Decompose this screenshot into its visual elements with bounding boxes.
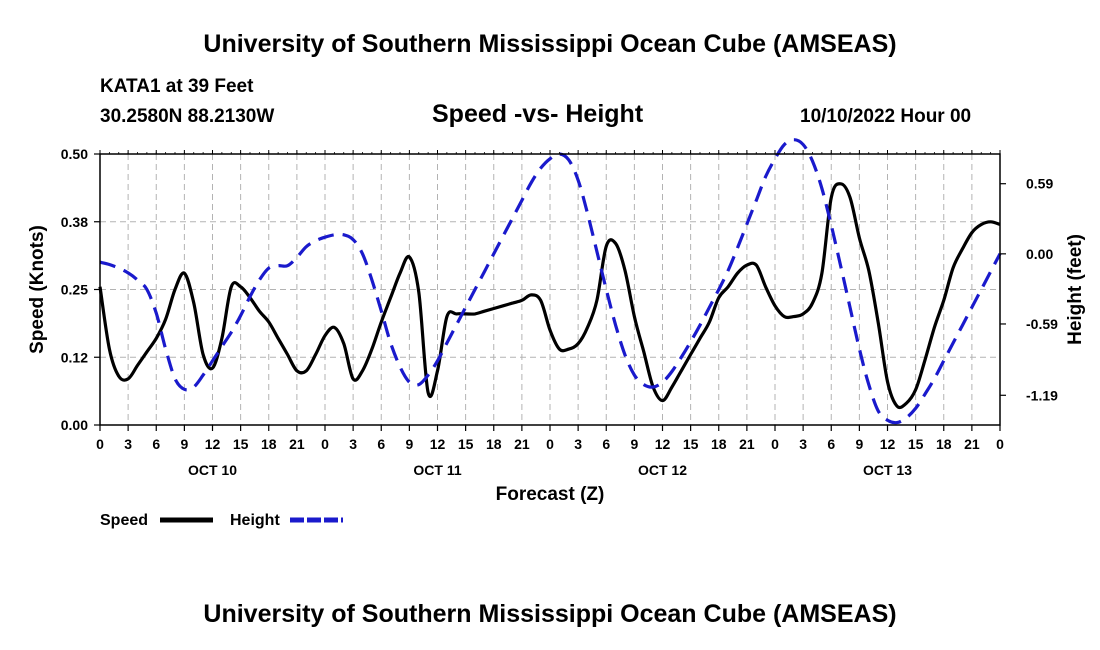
legend-label-speed: Speed [100, 512, 148, 529]
y-tick-label: 0.00 [61, 417, 88, 433]
x-tick-label: 0 [771, 436, 779, 452]
chart-grid [100, 154, 1000, 425]
y2-axis-title: Height (feet) [1065, 234, 1086, 345]
x-tick-label: 12 [205, 436, 221, 452]
x-tick-label: 9 [630, 436, 638, 452]
x-tick-label: 9 [855, 436, 863, 452]
y-tick-label: 0.12 [61, 349, 88, 365]
x-tick-label: 18 [711, 436, 727, 452]
series-layer [98, 138, 1002, 425]
legend: Speed Height [100, 512, 343, 529]
chart-subtitle: Speed -vs- Height [432, 100, 644, 128]
x-tick-label: 18 [486, 436, 502, 452]
x-tick-label: 18 [936, 436, 952, 452]
day-label: OCT 10 [188, 462, 237, 478]
x-tick-label: 6 [827, 436, 835, 452]
day-label: OCT 11 [413, 462, 461, 478]
forecast-datetime: 10/10/2022 Hour 00 [800, 106, 972, 127]
x-tick-label: 9 [405, 436, 413, 452]
x-tick-label: 12 [880, 436, 896, 452]
x-tick-label: 21 [964, 436, 980, 452]
coordinates-label: 30.2580N 88.2130W [100, 106, 275, 127]
x-tick-label: 15 [683, 436, 699, 452]
x-tick-label: 0 [96, 436, 104, 452]
x-tick-label: 6 [602, 436, 610, 452]
x-tick-label: 21 [289, 436, 305, 452]
legend-label-height: Height [230, 512, 280, 529]
x-tick-label: 12 [655, 436, 671, 452]
x-axis-title: Forecast (Z) [496, 484, 605, 505]
axes-layer: 0 3 6 9 12 15 18 21 0 3 6 9 12 15 18 21 0 3 6 9 12 15 18 21 0 3 6 9… [61, 146, 1058, 478]
day-label: OCT 12 [638, 462, 687, 478]
x-tick-label: 3 [349, 436, 357, 452]
x-tick-label: 6 [377, 436, 385, 452]
x-tick-label: 18 [261, 436, 277, 452]
x-tick-label: 15 [233, 436, 249, 452]
x-tick-label: 0 [996, 436, 1004, 452]
x-tick-label: 3 [124, 436, 132, 452]
y-axis-title: Speed (Knots) [27, 225, 48, 354]
footer-title: University of Southern Mississippi Ocean… [203, 600, 897, 628]
series-line-height [99, 138, 1002, 425]
x-tick-label: 0 [321, 436, 329, 452]
x-tick-label: 21 [514, 436, 530, 452]
y-tick-label: 0.50 [61, 146, 88, 162]
x-tick-label: 12 [430, 436, 446, 452]
station-label: KATA1 at 39 Feet [100, 76, 254, 97]
y2-tick-label: -0.59 [1026, 316, 1058, 332]
y-tick-label: 0.25 [61, 282, 88, 298]
x-tick-label: 15 [908, 436, 924, 452]
x-tick-label: 3 [574, 436, 582, 452]
y-tick-label: 0.38 [61, 214, 88, 230]
x-tick-label: 3 [799, 436, 807, 452]
y2-tick-label: 0.59 [1026, 176, 1053, 192]
x-tick-label: 6 [152, 436, 160, 452]
chart-main-title: University of Southern Mississippi Ocean… [203, 30, 897, 58]
x-tick-label: 0 [546, 436, 554, 452]
x-tick-label: 15 [458, 436, 474, 452]
x-tick-label: 21 [739, 436, 755, 452]
day-label: OCT 13 [863, 462, 912, 478]
x-tick-label: 9 [180, 436, 188, 452]
y2-tick-label: 0.00 [1026, 246, 1053, 262]
y2-tick-label: -1.19 [1026, 387, 1058, 403]
